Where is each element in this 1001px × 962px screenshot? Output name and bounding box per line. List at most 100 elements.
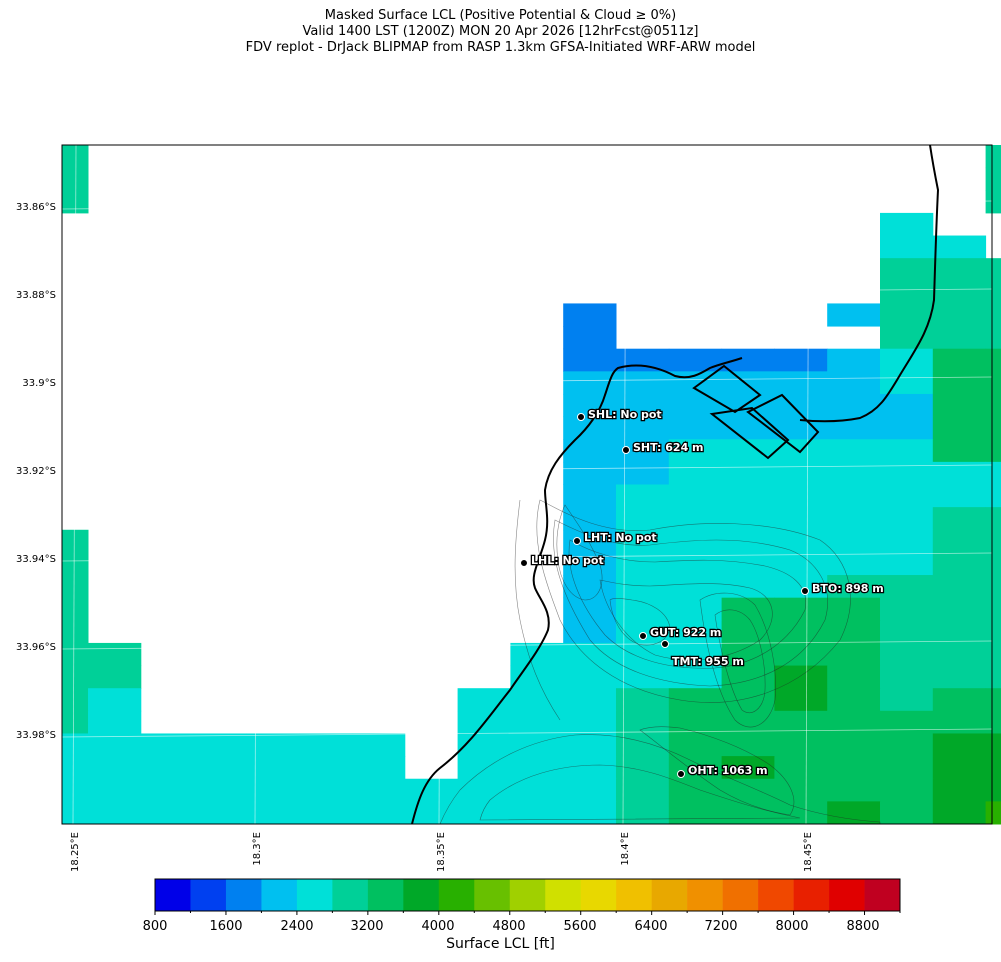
lcl-grid-cell: [721, 552, 775, 576]
lcl-grid-cell: [985, 484, 1001, 508]
lcl-grid-cell: [616, 552, 670, 576]
lcl-grid-cell: [932, 371, 987, 395]
lcl-grid-cell: [616, 461, 670, 485]
lcl-grid-cell: [827, 416, 881, 440]
colorbar-swatch: [722, 879, 759, 911]
colorbar-tick-label: 4800: [492, 919, 526, 934]
lcl-grid-cell: [880, 484, 934, 508]
lcl-grid-cell: [985, 642, 1001, 667]
lon-gridline: [438, 144, 443, 825]
lcl-grid-cell: [774, 529, 828, 553]
lcl-grid-cell: [140, 801, 195, 825]
lcl-grid-cell: [880, 235, 934, 259]
colorbar-tick-label: 2400: [280, 919, 314, 934]
map-title-line-2: Valid 1400 LST (1200Z) MON 20 Apr 2026 […: [302, 24, 699, 39]
colorbar-swatch: [403, 879, 440, 911]
lcl-grid-cell: [721, 665, 775, 689]
lcl-grid-cell: [616, 801, 670, 825]
lcl-grid-cell: [985, 688, 1001, 712]
lcl-grid-cell: [563, 575, 617, 599]
lon-gridline: [805, 144, 810, 825]
lcl-grid-cell: [563, 642, 617, 667]
lcl-grid-cell: [668, 642, 723, 667]
lcl-grid-cell: [985, 552, 1001, 576]
lcl-grid-cell: [721, 710, 775, 734]
lcl-grid-cell: [668, 801, 723, 825]
lcl-grid-cell: [668, 597, 723, 621]
lcl-grid-cell: [563, 484, 617, 508]
lcl-grid-cell: [774, 371, 828, 395]
lcl-grid-cell: [721, 439, 775, 463]
lcl-grid-cell: [563, 461, 617, 485]
lcl-grid-cell: [246, 733, 300, 757]
lcl-grid-cell: [457, 801, 511, 825]
colorbar-tick-label: 800: [142, 919, 168, 934]
lcl-grid-cell: [932, 665, 987, 689]
lcl-grid-cell: [985, 393, 1001, 418]
lcl-grid-cell: [88, 710, 142, 734]
lcl-grid-cells: [62, 145, 1001, 825]
lcl-grid-cell: [932, 461, 987, 485]
colorbar: [154, 878, 901, 915]
lcl-grid-cell: [721, 575, 775, 599]
map-title-line-3: FDV replot - DrJack BLIPMAP from RASP 1.…: [245, 40, 756, 55]
lat-label: 33.88°S: [16, 290, 56, 301]
lat-label: 33.9°S: [22, 378, 56, 389]
site-marker-shl: [577, 413, 585, 421]
site-marker-sht: [622, 446, 630, 454]
lcl-grid-cell: [668, 507, 723, 531]
lcl-grid-cell: [668, 710, 723, 734]
lcl-grid-cell: [563, 733, 617, 757]
lon-gridline: [254, 144, 259, 825]
lcl-grid-cell: [827, 688, 881, 712]
lat-gridline: [61, 200, 993, 210]
lcl-grid-cell: [827, 303, 881, 327]
lcl-grid-cell: [774, 688, 828, 712]
lcl-grid-cell: [721, 688, 775, 712]
lcl-grid-cell: [62, 145, 89, 169]
lcl-grid-cell: [616, 371, 670, 395]
lcl-grid-cell: [880, 733, 934, 757]
lcl-grid-cell: [880, 688, 934, 712]
lcl-grid-cell: [404, 778, 459, 802]
lcl-grid-cell: [62, 801, 89, 825]
lcl-grid-cell: [932, 801, 987, 825]
lcl-grid-cell: [827, 393, 881, 418]
lcl-grid-cell: [193, 801, 247, 825]
lcl-grid-cell: [668, 778, 723, 802]
lcl-grid-cell: [88, 642, 142, 667]
coastline: [411, 144, 940, 825]
coastline-west: [411, 357, 743, 825]
lcl-grid-cell: [62, 733, 89, 757]
lcl-grid-cell: [563, 507, 617, 531]
lon-label: 18.25°E: [70, 832, 81, 872]
lcl-grid-cell: [932, 326, 987, 350]
lcl-grid-cell: [352, 733, 406, 757]
lcl-grid-cell: [827, 575, 881, 599]
terrain-contour: [714, 609, 766, 714]
lcl-grid-cell: [404, 801, 459, 825]
lcl-grid-cell: [985, 167, 1001, 191]
lcl-grid-cell: [880, 212, 934, 237]
lcl-grid-cell: [721, 756, 775, 780]
lcl-grid-cell: [932, 507, 987, 531]
lcl-grid-cell: [616, 597, 670, 621]
lcl-grid-cell: [721, 620, 775, 644]
terrain-contour: [609, 598, 671, 646]
lcl-grid-cell: [880, 642, 934, 667]
terrain-contour: [699, 592, 776, 728]
lat-label: 33.98°S: [16, 730, 56, 741]
lcl-grid-cell: [774, 461, 828, 485]
lcl-grid-cell: [62, 575, 89, 599]
lcl-grid-cell: [193, 733, 247, 757]
colorbar-swatch: [829, 879, 865, 911]
lcl-grid-cell: [668, 733, 723, 757]
lcl-grid-cell: [827, 710, 881, 734]
colorbar-swatch: [509, 879, 546, 911]
lon-label: 18.45°E: [803, 832, 814, 872]
lcl-grid-cell: [668, 665, 723, 689]
lat-gridline: [61, 376, 993, 386]
lcl-grid-cell: [721, 393, 775, 418]
colorbar-swatch: [474, 879, 511, 911]
lcl-grid-cell: [985, 733, 1001, 757]
